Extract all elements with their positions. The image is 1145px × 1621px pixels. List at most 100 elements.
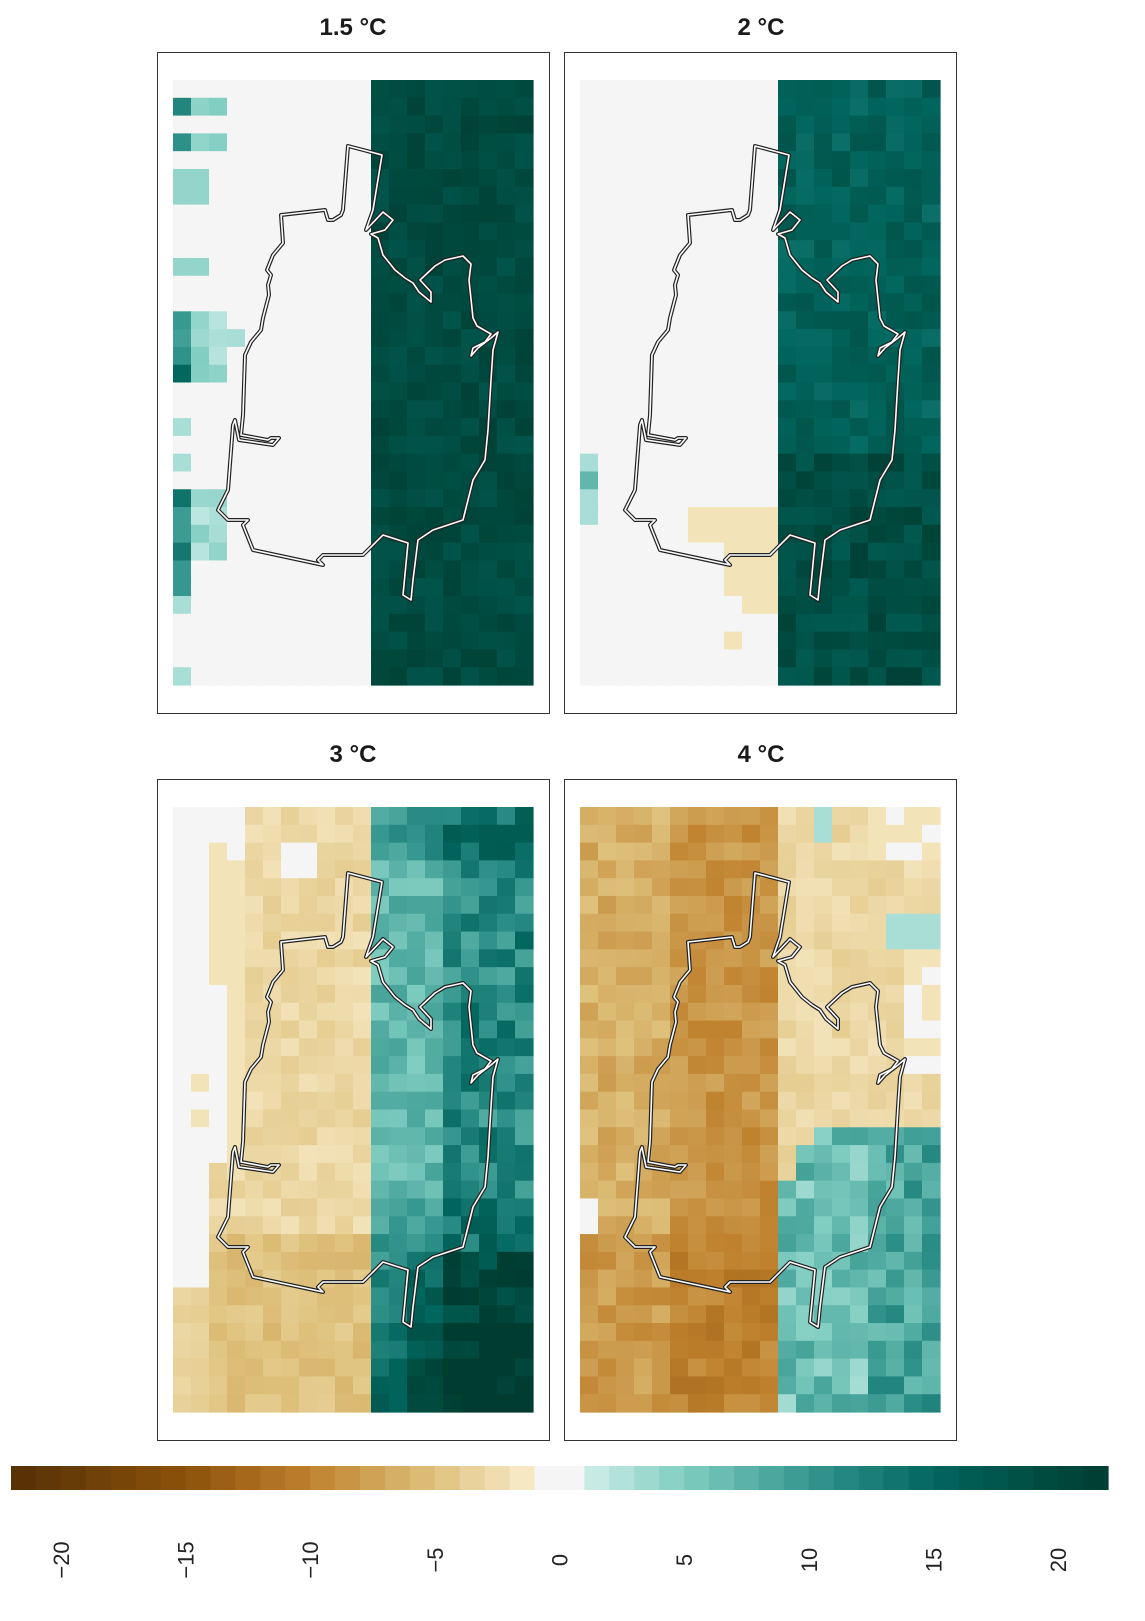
grid-cell bbox=[922, 1269, 941, 1289]
grid-cell bbox=[742, 613, 761, 633]
grid-cell bbox=[497, 1287, 516, 1306]
grid-cell bbox=[317, 824, 336, 844]
grid-cell bbox=[670, 346, 689, 366]
grid-cell bbox=[652, 222, 671, 241]
grid-cell bbox=[173, 1358, 192, 1378]
grid-cell bbox=[580, 1198, 599, 1217]
grid-cell bbox=[515, 1216, 534, 1235]
grid-cell bbox=[706, 382, 725, 401]
grid-cell bbox=[191, 613, 210, 633]
grid-cell bbox=[425, 1056, 444, 1075]
grid-cell bbox=[443, 1251, 462, 1271]
grid-cell bbox=[497, 293, 516, 312]
grid-cell bbox=[335, 1269, 354, 1289]
grid-cell bbox=[317, 967, 336, 986]
grid-cell bbox=[922, 596, 941, 615]
grid-cell bbox=[389, 984, 408, 1004]
grid-cell bbox=[371, 984, 390, 1004]
grid-cell bbox=[443, 560, 462, 579]
grid-cell bbox=[515, 613, 534, 633]
grid-cell bbox=[832, 400, 851, 419]
grid-cell bbox=[868, 1340, 887, 1360]
grid-cell bbox=[724, 913, 743, 933]
grid-cell bbox=[227, 524, 246, 544]
colorbar: −20 −15 −10 −5 0 5 10 15 20 bbox=[11, 1466, 1109, 1579]
grid-cell bbox=[580, 631, 599, 651]
grid-cell bbox=[245, 631, 264, 651]
grid-cell bbox=[191, 133, 210, 152]
grid-cell bbox=[688, 667, 707, 686]
grid-cell bbox=[706, 895, 725, 915]
grid-cell bbox=[335, 151, 354, 170]
grid-cell bbox=[886, 878, 905, 897]
grid-cell bbox=[263, 471, 282, 490]
grid-cell bbox=[335, 80, 354, 99]
grid-cell bbox=[796, 400, 815, 419]
colorbar-segment bbox=[509, 1466, 536, 1490]
grid-cell bbox=[922, 842, 941, 861]
grid-cell bbox=[515, 1394, 534, 1413]
grid-cell bbox=[670, 1358, 689, 1378]
grid-cell bbox=[742, 1358, 761, 1378]
grid-cell bbox=[425, 1109, 444, 1128]
grid-cell bbox=[443, 578, 462, 597]
grid-cell bbox=[598, 1091, 617, 1111]
grid-cell bbox=[209, 275, 228, 295]
grid-cell bbox=[868, 364, 887, 384]
grid-cell bbox=[515, 293, 534, 312]
grid-cell bbox=[850, 649, 869, 668]
grid-cell bbox=[497, 596, 516, 615]
grid-cell bbox=[245, 667, 264, 686]
grid-cell bbox=[353, 1305, 372, 1324]
grid-cell bbox=[425, 578, 444, 597]
grid-cell bbox=[191, 1305, 210, 1324]
grid-cell bbox=[724, 418, 743, 437]
colorbar-tick-label: 5 bbox=[672, 1554, 697, 1566]
grid-cell bbox=[227, 560, 246, 579]
grid-cell bbox=[868, 1145, 887, 1164]
grid-cell bbox=[724, 222, 743, 241]
grid-cell bbox=[407, 1216, 426, 1235]
grid-cell bbox=[299, 435, 318, 455]
grid-cell bbox=[497, 168, 516, 188]
grid-cell bbox=[407, 1180, 426, 1200]
grid-cell bbox=[425, 80, 444, 99]
colorbar-segment bbox=[11, 1466, 37, 1490]
grid-cell bbox=[904, 949, 923, 968]
grid-cell bbox=[461, 364, 480, 384]
grid-cell bbox=[353, 489, 372, 508]
grid-cell bbox=[263, 1038, 282, 1057]
grid-cell bbox=[263, 949, 282, 968]
grid-cell bbox=[688, 311, 707, 330]
grid-cell bbox=[335, 560, 354, 579]
grid-cell bbox=[443, 1376, 462, 1395]
grid-cell bbox=[173, 1020, 192, 1039]
grid-cell bbox=[598, 560, 617, 579]
grid-cell bbox=[760, 1002, 779, 1022]
grid-cell bbox=[814, 1109, 833, 1128]
grid-cell bbox=[904, 1038, 923, 1057]
grid-cell bbox=[832, 1323, 851, 1342]
grid-cell bbox=[443, 168, 462, 188]
grid-cell bbox=[353, 507, 372, 526]
grid-cell bbox=[371, 1305, 390, 1324]
grid-cell bbox=[652, 97, 671, 117]
grid-cell bbox=[389, 667, 408, 686]
grid-cell bbox=[814, 1358, 833, 1378]
grid-cell bbox=[778, 542, 797, 562]
grid-cell bbox=[616, 1323, 635, 1342]
grid-cell bbox=[886, 1020, 905, 1039]
grid-cell bbox=[245, 453, 264, 473]
grid-cell bbox=[461, 418, 480, 437]
grid-cell bbox=[407, 453, 426, 473]
grid-cell bbox=[173, 97, 192, 117]
grid-cell bbox=[796, 115, 815, 134]
grid-cell bbox=[407, 1020, 426, 1039]
grid-cell bbox=[245, 895, 264, 915]
grid-cell bbox=[670, 860, 689, 879]
grid-cell bbox=[407, 418, 426, 437]
grid-cell bbox=[724, 1340, 743, 1360]
grid-cell bbox=[760, 824, 779, 844]
grid-cell bbox=[598, 949, 617, 968]
grid-cell bbox=[317, 311, 336, 330]
